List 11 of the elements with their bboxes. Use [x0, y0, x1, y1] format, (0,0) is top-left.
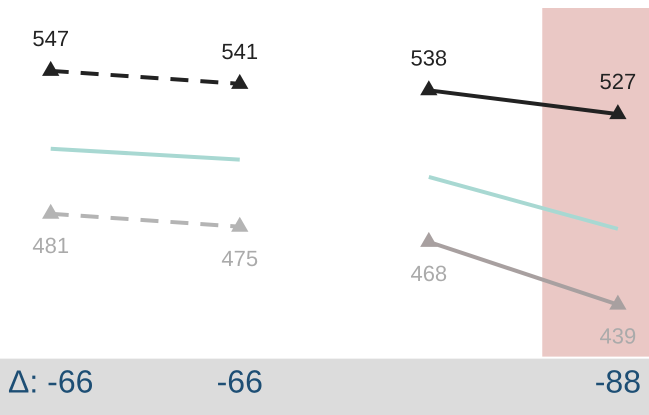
data-label: 538	[410, 45, 448, 70]
x-tick-label: -88	[594, 364, 641, 400]
data-label: 481	[32, 232, 70, 258]
data-label: 527	[600, 69, 636, 94]
x-tick-label: Δ: -66	[8, 364, 94, 400]
data-label: 439	[600, 324, 636, 349]
data-label: 468	[410, 260, 448, 286]
x-tick-label: -66	[216, 364, 263, 400]
data-label: 541	[221, 38, 258, 64]
data-label: 475	[221, 246, 258, 271]
data-label: 547	[32, 26, 70, 51]
